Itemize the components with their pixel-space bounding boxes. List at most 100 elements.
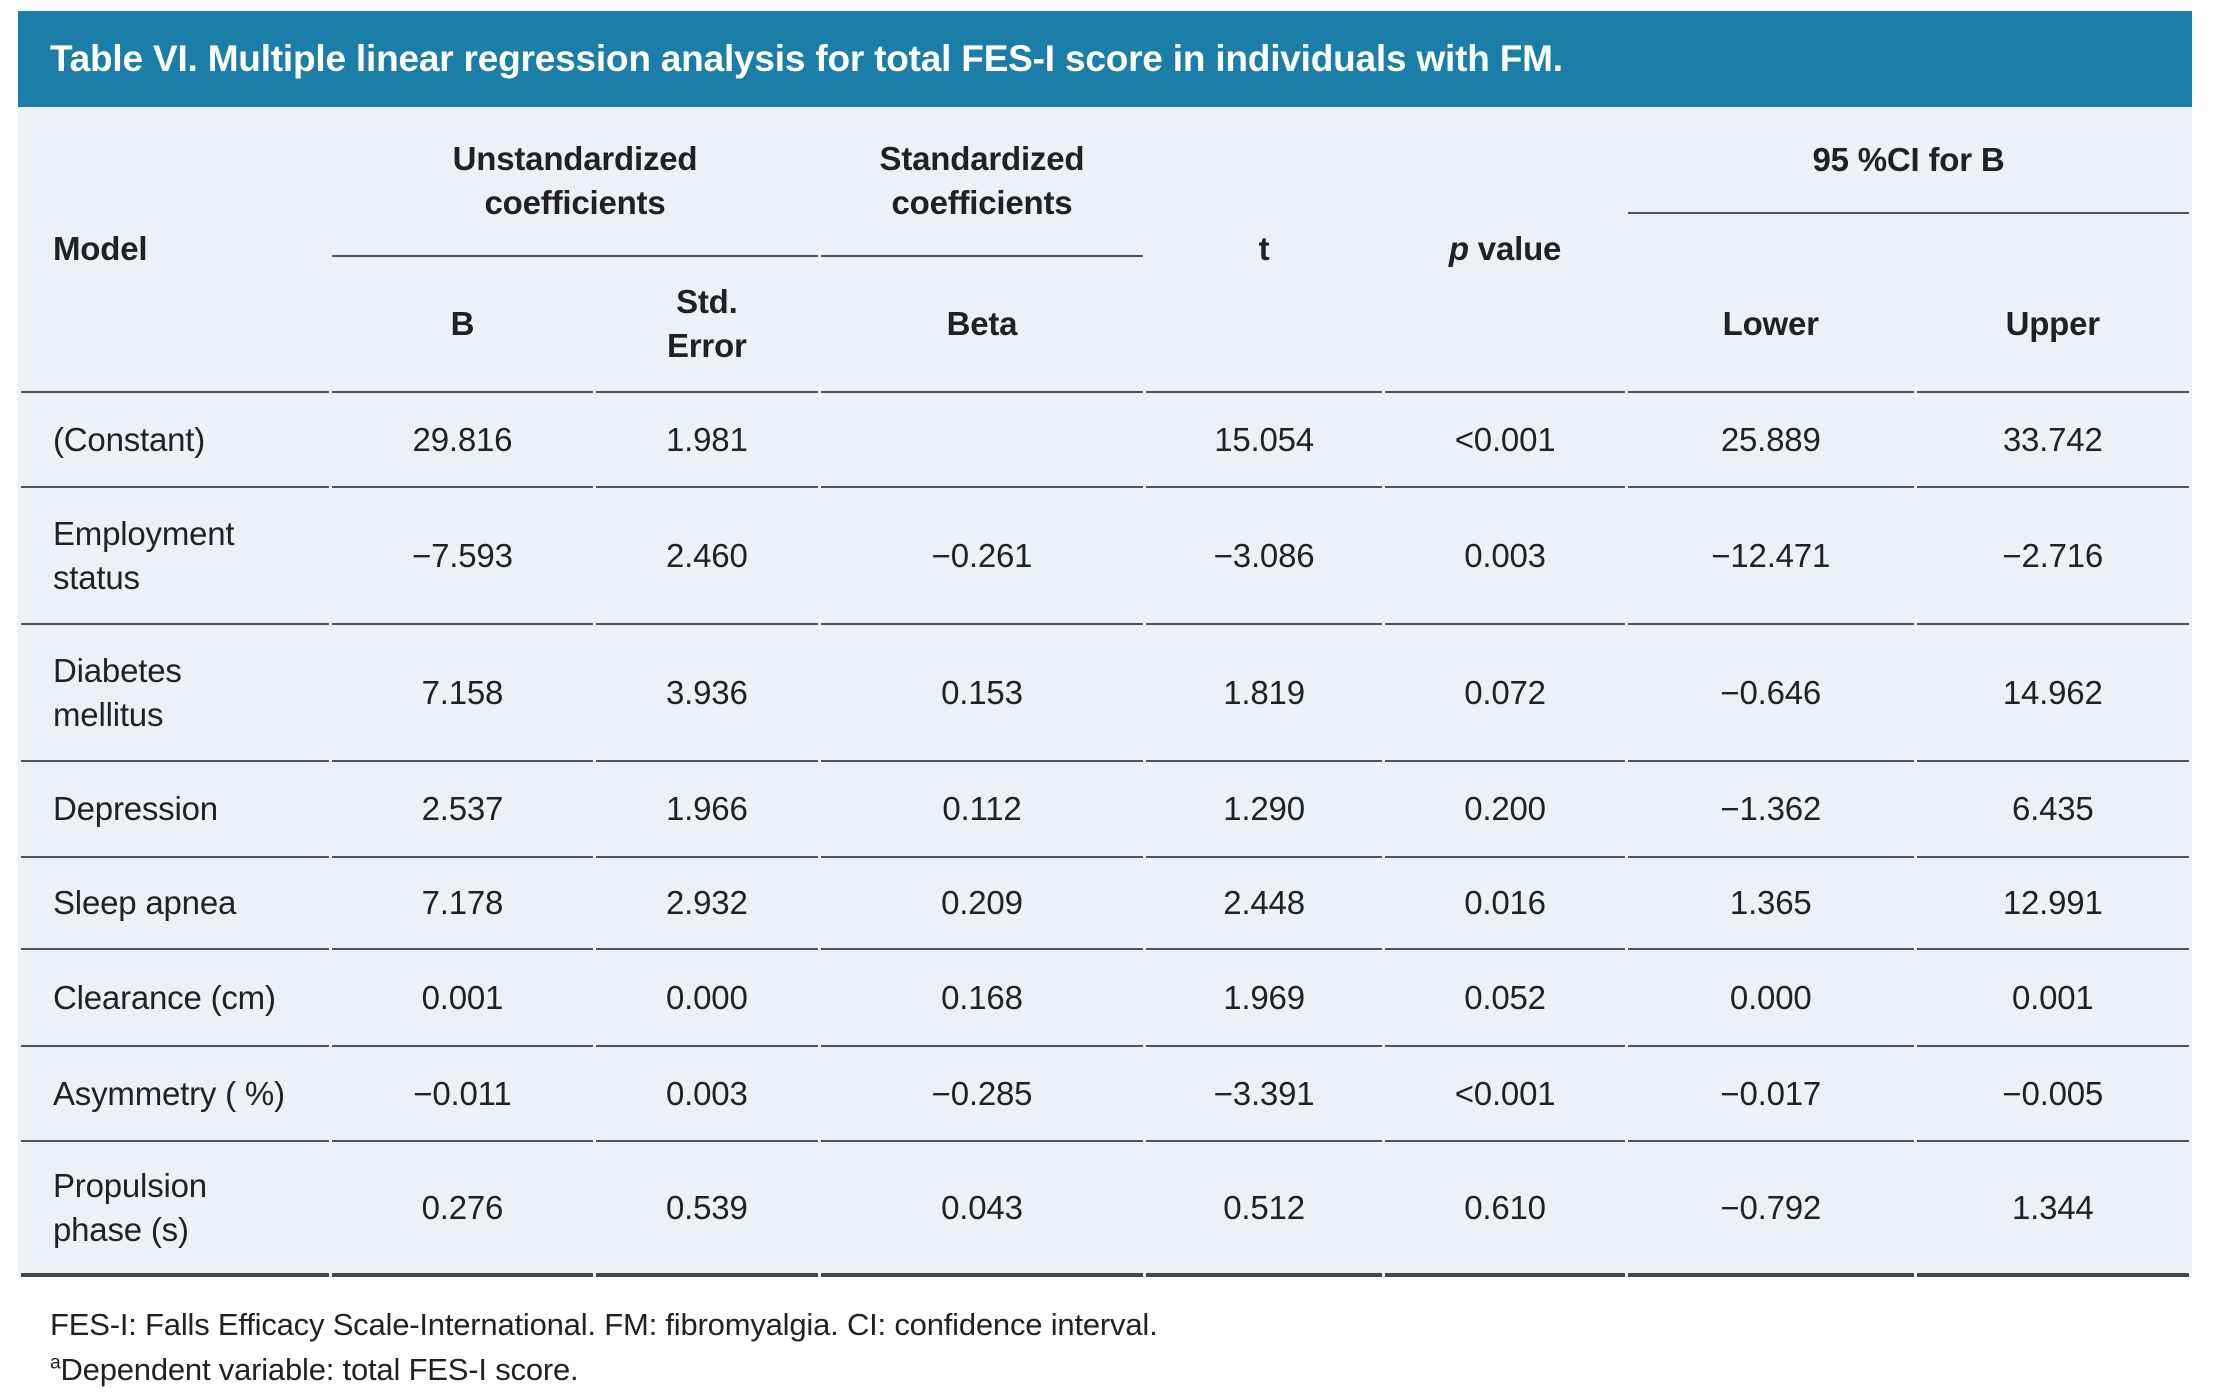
header-group-standardized-label: Standardized coefficients (879, 140, 1085, 221)
cell-std-error: 1.981 (595, 393, 818, 488)
header-lower: Lower (1627, 257, 1914, 393)
cell-b: 29.816 (332, 393, 593, 488)
cell-upper: 6.435 (1916, 762, 2189, 858)
header-b: B (332, 257, 593, 393)
header-p-symbol: p (1448, 230, 1469, 267)
cell-t: −3.391 (1145, 1047, 1383, 1142)
cell-upper: 0.001 (1916, 950, 2189, 1047)
cell-p: <0.001 (1385, 1047, 1625, 1142)
cell-b: 0.001 (332, 950, 593, 1047)
header-group-unstandardized-label: Unstandardized coefficients (452, 140, 698, 221)
table-body: (Constant) 29.816 1.981 15.054 <0.001 25… (21, 393, 2189, 1277)
cell-t: 1.969 (1145, 950, 1383, 1047)
table-header: Model Unstandardized coefficients Standa… (21, 107, 2189, 393)
cell-std-error: 2.460 (595, 488, 818, 625)
cell-model: Sleep apnea (21, 858, 330, 950)
cell-lower: 1.365 (1627, 858, 1914, 950)
footnote-superscript-a: a (50, 1352, 61, 1374)
header-upper: Upper (1916, 257, 2189, 393)
table-row-propulsion-phase: Propulsion phase (s) 0.276 0.539 0.043 0… (21, 1142, 2189, 1277)
header-group-standardized: Standardized coefficients (820, 107, 1143, 257)
cell-p: 0.003 (1385, 488, 1625, 625)
cell-lower: 25.889 (1627, 393, 1914, 488)
header-beta: Beta (820, 257, 1143, 393)
header-group-ci-label-box: 95 %CI for B (1627, 107, 2189, 214)
header-t: t (1145, 107, 1383, 393)
cell-std-error: 2.932 (595, 858, 818, 950)
header-row-groups: Model Unstandardized coefficients Standa… (21, 107, 2189, 393)
cell-model: Propulsion phase (s) (21, 1142, 330, 1277)
cell-p: 0.016 (1385, 858, 1625, 950)
table-row-depression: Depression 2.537 1.966 0.112 1.290 0.200… (21, 762, 2189, 858)
header-model: Model (21, 107, 330, 393)
cell-model: Diabetes mellitus (21, 625, 330, 762)
cell-lower: −0.017 (1627, 1047, 1914, 1142)
cell-upper: 12.991 (1916, 858, 2189, 950)
cell-beta: 0.209 (820, 858, 1143, 950)
cell-std-error: 3.936 (595, 625, 818, 762)
cell-p: 0.052 (1385, 950, 1625, 1047)
cell-t: 15.054 (1145, 393, 1383, 488)
cell-upper: −2.716 (1916, 488, 2189, 625)
cell-b: 7.178 (332, 858, 593, 950)
footnote-dependent-variable-text: Dependent variable: total FES-I score. (60, 1351, 579, 1387)
cell-beta: 0.043 (820, 1142, 1143, 1277)
header-group-ci-label: 95 %CI for B (1812, 140, 2005, 178)
table-row-asymmetry: Asymmetry ( %) −0.011 0.003 −0.285 −3.39… (21, 1047, 2189, 1142)
table-row-diabetes-mellitus: Diabetes mellitus 7.158 3.936 0.153 1.81… (21, 625, 2189, 762)
table-row-employment-status: Employment status −7.593 2.460 −0.261 −3… (21, 488, 2189, 625)
cell-lower: −1.362 (1627, 762, 1914, 858)
cell-beta: −0.285 (820, 1047, 1143, 1142)
cell-t: −3.086 (1145, 488, 1383, 625)
table-title-bar: Table VI. Multiple linear regression ana… (18, 11, 2192, 107)
footnote-dependent-variable: aDependent variable: total FES-I score. (50, 1348, 2192, 1393)
cell-t: 2.448 (1145, 858, 1383, 950)
cell-beta (820, 393, 1143, 488)
table-container: Table VI. Multiple linear regression ana… (18, 11, 2192, 1393)
cell-model: (Constant) (21, 393, 330, 488)
cell-lower: −12.471 (1627, 488, 1914, 625)
footnote-abbreviations: FES-I: Falls Efficacy Scale-Internationa… (50, 1307, 1158, 1342)
cell-t: 0.512 (1145, 1142, 1383, 1277)
header-row-subcolumns: B Std. Error Beta Lower Upper (21, 257, 2189, 393)
header-std-error-label: Std. Error (666, 283, 747, 364)
footnotes: FES-I: Falls Efficacy Scale-Internationa… (50, 1303, 2192, 1393)
header-p-word: value (1468, 230, 1562, 267)
cell-model: Depression (21, 762, 330, 858)
cell-model: Clearance (cm) (21, 950, 330, 1047)
cell-beta: 0.168 (820, 950, 1143, 1047)
cell-b: 2.537 (332, 762, 593, 858)
cell-model: Employment status (21, 488, 330, 625)
table-row-constant: (Constant) 29.816 1.981 15.054 <0.001 25… (21, 393, 2189, 488)
table-row-clearance: Clearance (cm) 0.001 0.000 0.168 1.969 0… (21, 950, 2189, 1047)
cell-beta: 0.112 (820, 762, 1143, 858)
cell-model: Asymmetry ( %) (21, 1047, 330, 1142)
table-title: Table VI. Multiple linear regression ana… (50, 38, 1563, 79)
cell-t: 1.819 (1145, 625, 1383, 762)
cell-b: −0.011 (332, 1047, 593, 1142)
cell-std-error: 0.000 (595, 950, 818, 1047)
cell-upper: 14.962 (1916, 625, 2189, 762)
table-row-sleep-apnea: Sleep apnea 7.178 2.932 0.209 2.448 0.01… (21, 858, 2189, 950)
cell-upper: −0.005 (1916, 1047, 2189, 1142)
cell-std-error: 1.966 (595, 762, 818, 858)
cell-p: 0.610 (1385, 1142, 1625, 1277)
cell-b: 7.158 (332, 625, 593, 762)
header-std-error: Std. Error (595, 257, 818, 393)
cell-b: −7.593 (332, 488, 593, 625)
header-group-unstandardized: Unstandardized coefficients (332, 107, 818, 257)
cell-beta: −0.261 (820, 488, 1143, 625)
cell-std-error: 0.003 (595, 1047, 818, 1142)
cell-b: 0.276 (332, 1142, 593, 1277)
cell-lower: 0.000 (1627, 950, 1914, 1047)
cell-upper: 1.344 (1916, 1142, 2189, 1277)
cell-beta: 0.153 (820, 625, 1143, 762)
cell-upper: 33.742 (1916, 393, 2189, 488)
cell-p: 0.072 (1385, 625, 1625, 762)
cell-t: 1.290 (1145, 762, 1383, 858)
header-p-value: p value (1385, 107, 1625, 393)
cell-lower: −0.792 (1627, 1142, 1914, 1277)
regression-table: Model Unstandardized coefficients Standa… (18, 107, 2192, 1277)
header-group-ci: 95 %CI for B (1627, 107, 2189, 257)
